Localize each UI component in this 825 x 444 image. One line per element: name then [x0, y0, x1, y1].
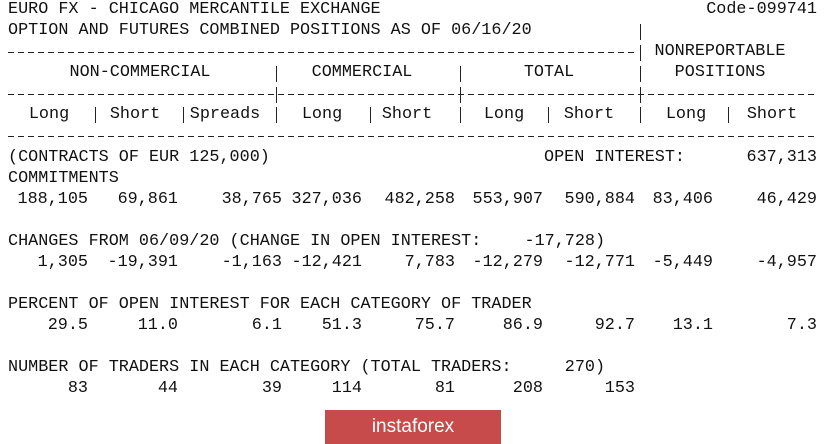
- column-header: Short: [746, 105, 798, 124]
- value: 1,305: [37, 253, 88, 272]
- open-interest: 637,313: [746, 148, 818, 167]
- title: EURO FX - CHICAGO MERCANTILE EXCHANGE: [8, 0, 381, 19]
- value: 83: [67, 379, 88, 398]
- value: 208: [512, 379, 543, 398]
- value: 75.7: [414, 316, 455, 335]
- pipe: [460, 87, 461, 103]
- group-header: TOTAL: [523, 63, 575, 82]
- code: Code-099741: [706, 0, 817, 19]
- value: -5,449: [652, 253, 713, 272]
- value: 7.3: [786, 316, 817, 335]
- pipe: [640, 87, 641, 103]
- watermark: instaforex: [325, 410, 501, 444]
- pipe: [276, 66, 277, 82]
- column-header: Long: [28, 105, 70, 124]
- value: 46,429: [756, 190, 817, 209]
- separator: [8, 136, 817, 137]
- value: 86.9: [502, 316, 543, 335]
- value: 69,861: [117, 190, 178, 209]
- separator: [8, 94, 817, 95]
- section-label: PERCENT OF OPEN INTEREST FOR EACH CATEGO…: [8, 295, 532, 314]
- group-header: NON-COMMERCIAL: [69, 63, 211, 82]
- column-header: Long: [483, 105, 525, 124]
- value: 7,783: [404, 253, 455, 272]
- group-header: NONREPORTABLE: [654, 42, 786, 61]
- open-interest-change: -17,728: [524, 232, 596, 251]
- value: -12,421: [291, 253, 363, 272]
- pipe: [460, 107, 461, 123]
- paren: ): [595, 232, 606, 251]
- value: 114: [331, 379, 362, 398]
- value: 29.5: [47, 316, 88, 335]
- pipe: [370, 107, 371, 123]
- column-header: Spreads: [189, 105, 261, 124]
- value: 11.0: [137, 316, 178, 335]
- separator: [8, 52, 638, 53]
- value: 553,907: [472, 190, 544, 209]
- open-interest-label: OPEN INTEREST:: [544, 148, 685, 167]
- value: -19,391: [107, 253, 179, 272]
- value: 482,258: [384, 190, 456, 209]
- pipe: [276, 87, 277, 103]
- value: 92.7: [594, 316, 635, 335]
- total-traders: 270: [564, 358, 595, 377]
- value: -4,957: [756, 253, 817, 272]
- paren: ): [595, 358, 606, 377]
- pipe: [460, 66, 461, 82]
- value: 6.1: [251, 316, 282, 335]
- value: 44: [157, 379, 178, 398]
- value: -12,279: [472, 253, 544, 272]
- pipe: [640, 45, 641, 61]
- pipe: [728, 107, 729, 123]
- value: -12,771: [564, 253, 636, 272]
- group-header: COMMERCIAL: [311, 63, 413, 82]
- value: 39: [261, 379, 282, 398]
- value: 38,765: [221, 190, 282, 209]
- section-label: NUMBER OF TRADERS IN EACH CATEGORY (TOTA…: [8, 358, 512, 377]
- value: 590,884: [564, 190, 636, 209]
- value: 327,036: [291, 190, 363, 209]
- section-label: COMMITMENTS: [8, 169, 119, 188]
- group-header: POSITIONS: [674, 63, 766, 82]
- pipe: [640, 107, 641, 123]
- column-header: Long: [665, 105, 707, 124]
- value: 13.1: [672, 316, 713, 335]
- value: 153: [604, 379, 635, 398]
- pipe: [640, 24, 641, 40]
- pipe: [183, 107, 184, 123]
- contracts-label: (CONTRACTS OF EUR 125,000): [8, 148, 270, 167]
- pipe: [548, 107, 549, 123]
- column-header: Short: [381, 105, 433, 124]
- column-header: Short: [109, 105, 161, 124]
- value: -1,163: [221, 253, 282, 272]
- value: 188,105: [17, 190, 89, 209]
- value: 81: [434, 379, 455, 398]
- column-header: Short: [563, 105, 615, 124]
- value: 83,406: [652, 190, 713, 209]
- value: 51.3: [321, 316, 362, 335]
- pipe: [276, 107, 277, 123]
- section-label: CHANGES FROM 06/09/20 (CHANGE IN OPEN IN…: [8, 232, 482, 251]
- watermark-text: instaforex: [371, 416, 455, 437]
- subtitle: OPTION AND FUTURES COMBINED POSITIONS AS…: [8, 21, 532, 40]
- column-header: Long: [301, 105, 343, 124]
- pipe: [95, 107, 96, 123]
- pipe: [640, 66, 641, 82]
